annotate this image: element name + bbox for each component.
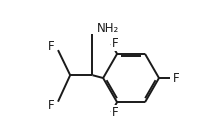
Text: F: F	[112, 37, 119, 50]
Text: NH₂: NH₂	[97, 22, 119, 35]
Text: F: F	[112, 106, 119, 119]
Text: F: F	[172, 72, 179, 85]
Text: F: F	[48, 40, 55, 53]
Text: F: F	[48, 99, 55, 112]
